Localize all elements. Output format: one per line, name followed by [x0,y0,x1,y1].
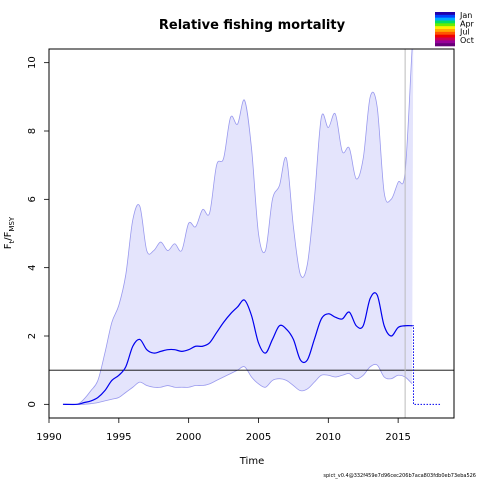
legend-swatch [435,43,455,47]
legend-swatch [435,37,455,41]
chart-title: Relative fishing mortality [159,18,346,33]
legend-swatch [435,34,455,38]
x-tick-label: 1995 [106,432,131,443]
y-axis-title: Ft/FMSY [3,216,16,249]
legend-swatch [435,17,455,21]
legend-swatch [435,40,455,44]
legend-swatch [435,26,455,30]
y-tick-label: 10 [27,56,38,69]
version-footer: spict_v0.4@332f459e7d96cec206b7aca803fdb… [323,473,476,479]
legend-label: Jul [459,28,470,37]
legend-swatch [435,20,455,24]
axes: 1990 1995 2000 2005 2010 2015 0 2 4 6 8 10 [27,56,411,443]
plot-area [49,49,454,418]
x-tick-label: 2005 [246,432,271,443]
forecast-line [412,325,441,405]
x-tick-label: 1990 [36,432,61,443]
y-axis-title-sub1: t [8,240,16,243]
estimate-line [62,292,413,406]
x-tick-label: 2015 [385,432,410,443]
y-tick-label: 0 [27,401,38,407]
lower-ci-line [62,363,413,405]
legend-label: Oct [460,36,474,45]
legend-label: Apr [460,19,475,28]
y-tick-label: 2 [27,333,38,339]
y-axis-title-sub2: MSY [8,216,16,231]
y-tick-label: 8 [27,128,38,134]
y-tick-label: 4 [27,264,38,270]
legend-swatch [435,14,455,18]
plot-frame [48,48,455,419]
legend-swatch [435,29,455,33]
legend-swatch [435,12,455,16]
y-axis-title-main: F [3,243,14,249]
confidence-band [62,49,414,405]
upper-ci-line [62,49,414,406]
legend-label: Jan [459,11,472,20]
x-tick-label: 2010 [316,432,341,443]
legend-swatch [435,23,455,27]
x-axis-title: Time [239,456,264,467]
plot-clip-group [49,49,454,418]
y-tick-label: 6 [27,196,38,202]
legend-swatch [435,31,455,35]
x-tick-label: 2000 [176,432,201,443]
y-axis-title-sep: /F [3,231,14,240]
